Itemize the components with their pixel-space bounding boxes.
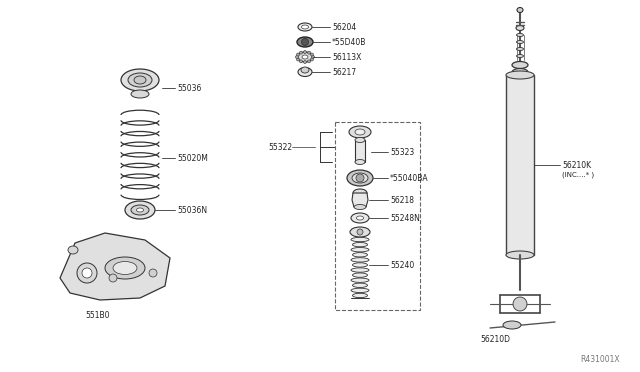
Ellipse shape [353,243,367,247]
Circle shape [513,297,527,311]
Polygon shape [352,193,368,207]
Ellipse shape [131,90,149,98]
Circle shape [357,229,363,235]
Ellipse shape [516,55,524,58]
Ellipse shape [517,7,523,13]
Ellipse shape [516,41,524,44]
Bar [335,122,420,310]
Text: 55020M: 55020M [177,154,208,163]
Ellipse shape [353,253,367,257]
Ellipse shape [516,33,524,36]
Text: 55036N: 55036N [177,205,207,215]
Text: *55D40B: *55D40B [332,38,366,46]
Ellipse shape [355,129,365,135]
Ellipse shape [355,160,365,164]
Ellipse shape [301,67,309,73]
Circle shape [82,268,92,278]
Ellipse shape [354,205,366,209]
Ellipse shape [131,205,149,215]
Ellipse shape [356,216,364,220]
Circle shape [296,53,300,56]
Ellipse shape [506,251,534,259]
Circle shape [301,38,308,45]
Ellipse shape [136,208,143,212]
Text: *55040BA: *55040BA [390,173,429,183]
Circle shape [77,263,97,283]
Ellipse shape [351,268,369,272]
Text: 56217: 56217 [332,67,356,77]
Circle shape [296,58,300,61]
Ellipse shape [503,321,521,329]
Bar [506,75,534,255]
Ellipse shape [351,288,369,292]
Circle shape [307,51,310,54]
Text: 56210D: 56210D [480,336,510,344]
Circle shape [303,61,307,64]
Ellipse shape [355,138,365,142]
Ellipse shape [351,247,369,252]
Ellipse shape [298,52,312,62]
Text: 55248N: 55248N [390,214,420,222]
Bar [355,140,365,162]
Text: 56113X: 56113X [332,52,362,61]
Ellipse shape [353,189,367,197]
Circle shape [300,60,303,63]
Circle shape [149,269,157,277]
Ellipse shape [297,37,313,47]
Ellipse shape [353,293,367,298]
Text: 55323: 55323 [390,148,414,157]
Circle shape [310,58,314,61]
Ellipse shape [351,278,369,282]
Ellipse shape [105,257,145,279]
Ellipse shape [353,283,367,288]
Text: 55322: 55322 [268,142,292,151]
Text: (INC....* ): (INC....* ) [562,172,594,178]
Ellipse shape [512,61,528,68]
Ellipse shape [506,71,534,79]
Circle shape [296,55,298,58]
Circle shape [356,174,364,182]
Ellipse shape [347,170,373,186]
Ellipse shape [353,263,367,267]
Text: 55036: 55036 [177,83,202,93]
Ellipse shape [302,55,308,59]
Ellipse shape [134,76,146,84]
Text: 551B0: 551B0 [85,311,109,321]
Text: R431001X: R431001X [580,356,620,365]
Ellipse shape [512,68,528,76]
Circle shape [310,53,314,56]
Ellipse shape [301,25,308,29]
Ellipse shape [516,26,524,31]
Text: 56204: 56204 [332,22,356,32]
Ellipse shape [352,173,368,183]
Circle shape [303,51,307,54]
Ellipse shape [128,73,152,87]
Text: 56218: 56218 [390,196,414,205]
Ellipse shape [298,23,312,31]
Circle shape [300,51,303,54]
Ellipse shape [351,213,369,223]
Ellipse shape [350,227,370,237]
Ellipse shape [353,273,367,277]
Ellipse shape [125,201,155,219]
Ellipse shape [298,67,312,77]
Text: 56210K: 56210K [562,160,591,170]
Circle shape [307,60,310,63]
Polygon shape [60,233,170,300]
Ellipse shape [351,258,369,262]
Ellipse shape [113,262,137,275]
Ellipse shape [121,69,159,91]
Ellipse shape [349,126,371,138]
Circle shape [109,274,117,282]
Ellipse shape [351,237,369,242]
Ellipse shape [68,246,78,254]
Text: 55240: 55240 [390,260,414,269]
Circle shape [312,55,314,58]
Ellipse shape [516,48,524,51]
